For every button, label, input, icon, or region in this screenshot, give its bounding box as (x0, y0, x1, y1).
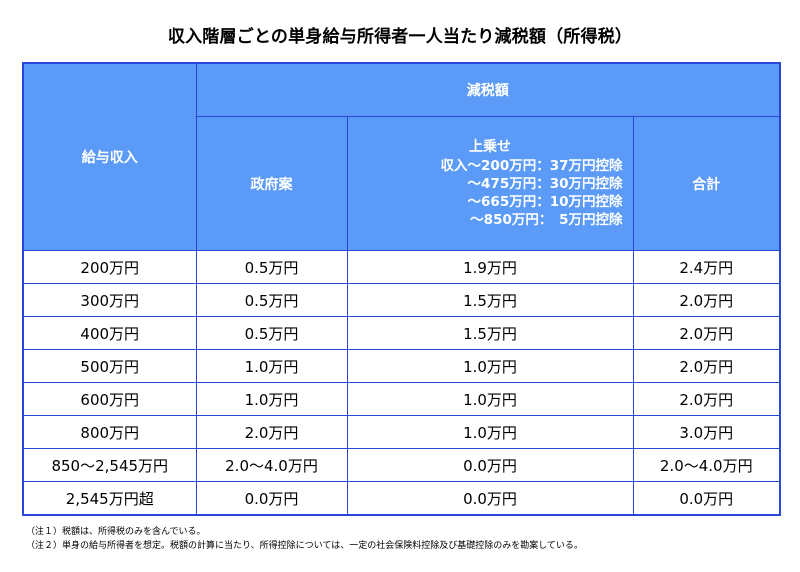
cell-income: 800万円 (22, 415, 197, 449)
cell-total: 2.0～4.0万円 (632, 448, 781, 482)
cell-surcharge: 0.0万円 (346, 481, 634, 516)
table-row: 600万円 1.0万円 1.0万円 2.0万円 (22, 382, 781, 416)
cell-total: 2.4万円 (632, 250, 781, 284)
table-row: 400万円 0.5万円 1.5万円 2.0万円 (22, 316, 781, 350)
footnotes: （注１）税額は、所得税のみを含んでいる。 （注２）単身の給与所得者を想定。税額の… (26, 525, 583, 553)
cell-surcharge: 1.0万円 (346, 382, 634, 416)
cell-income: 850～2,545万円 (22, 448, 197, 482)
surcharge-line: ～850万円： 5万円控除 (470, 212, 623, 228)
cell-total: 2.0万円 (632, 382, 781, 416)
table-row: 200万円 0.5万円 1.9万円 2.4万円 (22, 250, 781, 284)
cell-surcharge: 0.0万円 (346, 448, 634, 482)
footnote: （注２）単身の給与所得者を想定。税額の計算に当たり、所得控除については、一定の社… (26, 541, 583, 551)
cell-surcharge: 1.5万円 (346, 283, 634, 317)
cell-income: 200万円 (22, 250, 197, 284)
table-row: 2,545万円超 0.0万円 0.0万円 0.0万円 (22, 481, 781, 516)
cell-income: 300万円 (22, 283, 197, 317)
table-row: 300万円 0.5万円 1.5万円 2.0万円 (22, 283, 781, 317)
header-reduction: 減税額 (195, 62, 781, 117)
surcharge-line: ～665万円：10万円控除 (467, 194, 623, 210)
cell-total: 0.0万円 (632, 481, 781, 516)
surcharge-line: 収入～200万円：37万円控除 (440, 158, 623, 174)
cell-government: 2.0～4.0万円 (195, 448, 348, 482)
tax-reduction-table: 給与収入 減税額 政府案 上乗せ 収入～200万円：37万円控除 ～475万円：… (22, 62, 781, 516)
table-row: 800万円 2.0万円 1.0万円 3.0万円 (22, 415, 781, 449)
header-government: 政府案 (195, 116, 348, 251)
cell-income: 2,545万円超 (22, 481, 197, 516)
surcharge-title: 上乗せ (469, 139, 511, 155)
cell-government: 1.0万円 (195, 382, 348, 416)
cell-government: 0.5万円 (195, 250, 348, 284)
cell-total: 2.0万円 (632, 316, 781, 350)
cell-income: 500万円 (22, 349, 197, 383)
header-surcharge: 上乗せ 収入～200万円：37万円控除 ～475万円：30万円控除 ～665万円… (346, 116, 634, 251)
cell-total: 2.0万円 (632, 349, 781, 383)
cell-surcharge: 1.0万円 (346, 349, 634, 383)
header-total: 合計 (632, 116, 781, 251)
table-row: 500万円 1.0万円 1.0万円 2.0万円 (22, 349, 781, 383)
page-title: 収入階層ごとの単身給与所得者一人当たり減税額（所得税） (167, 27, 633, 47)
footnote: （注１）税額は、所得税のみを含んでいる。 (26, 527, 206, 537)
cell-income: 400万円 (22, 316, 197, 350)
cell-government: 2.0万円 (195, 415, 348, 449)
surcharge-line: ～475万円：30万円控除 (467, 176, 623, 192)
header-income: 給与収入 (22, 62, 197, 251)
cell-surcharge: 1.5万円 (346, 316, 634, 350)
cell-surcharge: 1.0万円 (346, 415, 634, 449)
cell-surcharge: 1.9万円 (346, 250, 634, 284)
cell-government: 0.0万円 (195, 481, 348, 516)
cell-government: 0.5万円 (195, 316, 348, 350)
cell-total: 3.0万円 (632, 415, 781, 449)
table-row: 850～2,545万円 2.0～4.0万円 0.0万円 2.0～4.0万円 (22, 448, 781, 482)
cell-total: 2.0万円 (632, 283, 781, 317)
cell-government: 1.0万円 (195, 349, 348, 383)
cell-income: 600万円 (22, 382, 197, 416)
cell-government: 0.5万円 (195, 283, 348, 317)
